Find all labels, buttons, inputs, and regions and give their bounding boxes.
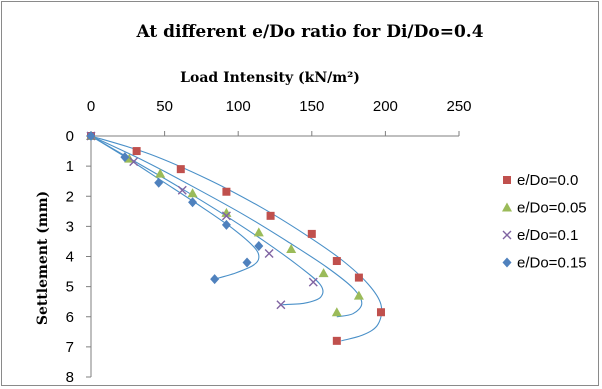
chart-title: At different e/Do ratio for Di/Do=0.4	[135, 22, 483, 42]
trend-curve-3	[90, 135, 260, 280]
data-point	[177, 185, 187, 195]
data-point	[308, 277, 318, 287]
data-point	[187, 188, 198, 198]
data-point	[221, 207, 232, 217]
data-point	[254, 240, 264, 251]
data-point	[331, 307, 342, 317]
y-tick-label: 8	[66, 369, 74, 386]
data-point	[376, 308, 385, 317]
data-point	[210, 274, 220, 285]
y-tick-label: 0	[66, 128, 74, 145]
trend-curve-0	[90, 135, 383, 342]
data-point	[129, 157, 139, 167]
legend-label: e/Do=0.1	[517, 227, 578, 244]
y-tick-label: 5	[66, 279, 74, 296]
x-tick-label: 150	[299, 98, 324, 115]
axes: 0 50 100 150 200 250 0 1 2 3 4 5 6 7 8	[66, 98, 472, 386]
data-point	[242, 257, 252, 268]
y-tick-label: 7	[66, 339, 74, 356]
x-tick-label: 200	[373, 98, 398, 115]
data-point	[253, 227, 264, 237]
x-tick-label: 250	[446, 98, 471, 115]
x-tick-label: 100	[226, 98, 251, 115]
data-point	[120, 152, 130, 163]
data-point	[155, 168, 166, 178]
data-markers	[86, 131, 385, 345]
x-axis-title: Load Intensity (kN/m²)	[180, 70, 360, 86]
data-point	[188, 197, 198, 208]
legend-marker	[502, 202, 512, 212]
trend-curve-1	[90, 135, 363, 318]
legend: e/Do=0.0 e/Do=0.05 e/Do=0.1 e/Do=0.15	[502, 172, 587, 272]
data-point	[132, 147, 141, 156]
legend-label: e/Do=0.0	[517, 172, 578, 189]
data-point	[264, 248, 274, 258]
data-point	[286, 243, 297, 253]
x-tick-label: 50	[156, 98, 173, 115]
legend-marker	[502, 257, 512, 268]
data-point	[353, 290, 364, 300]
y-tick-label: 6	[66, 309, 74, 326]
legend-label: e/Do=0.15	[517, 255, 587, 272]
data-point	[332, 336, 341, 345]
y-axis-title: Settlement (mm)	[35, 191, 51, 325]
data-point	[276, 300, 286, 310]
data-point	[332, 257, 341, 266]
data-point	[222, 187, 231, 196]
legend-marker	[503, 176, 511, 184]
legend-label: e/Do=0.05	[517, 200, 587, 217]
data-point	[176, 165, 185, 174]
data-point	[307, 229, 316, 238]
y-tick-label: 4	[66, 249, 74, 266]
y-tick-label: 1	[66, 158, 74, 175]
data-point	[221, 211, 231, 221]
x-tick-label: 0	[87, 98, 95, 115]
data-point	[354, 273, 363, 282]
data-point	[266, 211, 275, 220]
data-point	[318, 268, 329, 278]
y-tick-label: 3	[66, 218, 74, 235]
data-point	[221, 219, 231, 230]
data-point	[154, 177, 164, 188]
y-tick-label: 2	[66, 188, 74, 205]
data-point	[86, 131, 96, 141]
legend-marker	[502, 230, 512, 240]
